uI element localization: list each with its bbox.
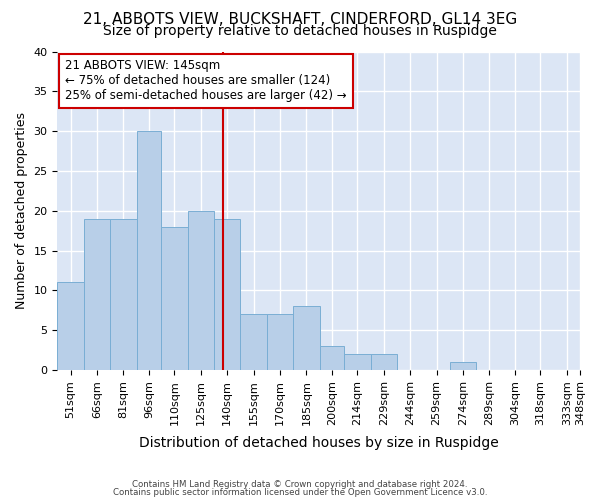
Bar <box>293 306 320 370</box>
Bar <box>188 211 214 370</box>
Y-axis label: Number of detached properties: Number of detached properties <box>15 112 28 310</box>
Text: 21 ABBOTS VIEW: 145sqm
← 75% of detached houses are smaller (124)
25% of semi-de: 21 ABBOTS VIEW: 145sqm ← 75% of detached… <box>65 60 347 102</box>
Text: 21, ABBOTS VIEW, BUCKSHAFT, CINDERFORD, GL14 3EG: 21, ABBOTS VIEW, BUCKSHAFT, CINDERFORD, … <box>83 12 517 28</box>
Bar <box>371 354 397 370</box>
Bar <box>241 314 267 370</box>
Bar <box>58 282 84 370</box>
Bar <box>344 354 371 370</box>
Bar <box>137 131 161 370</box>
Bar <box>84 218 110 370</box>
Text: Contains public sector information licensed under the Open Government Licence v3: Contains public sector information licen… <box>113 488 487 497</box>
Bar <box>267 314 293 370</box>
Text: Contains HM Land Registry data © Crown copyright and database right 2024.: Contains HM Land Registry data © Crown c… <box>132 480 468 489</box>
Bar <box>214 218 241 370</box>
X-axis label: Distribution of detached houses by size in Ruspidge: Distribution of detached houses by size … <box>139 436 499 450</box>
Bar <box>161 226 188 370</box>
Bar <box>450 362 476 370</box>
Bar <box>320 346 344 370</box>
Bar <box>110 218 137 370</box>
Text: Size of property relative to detached houses in Ruspidge: Size of property relative to detached ho… <box>103 24 497 38</box>
